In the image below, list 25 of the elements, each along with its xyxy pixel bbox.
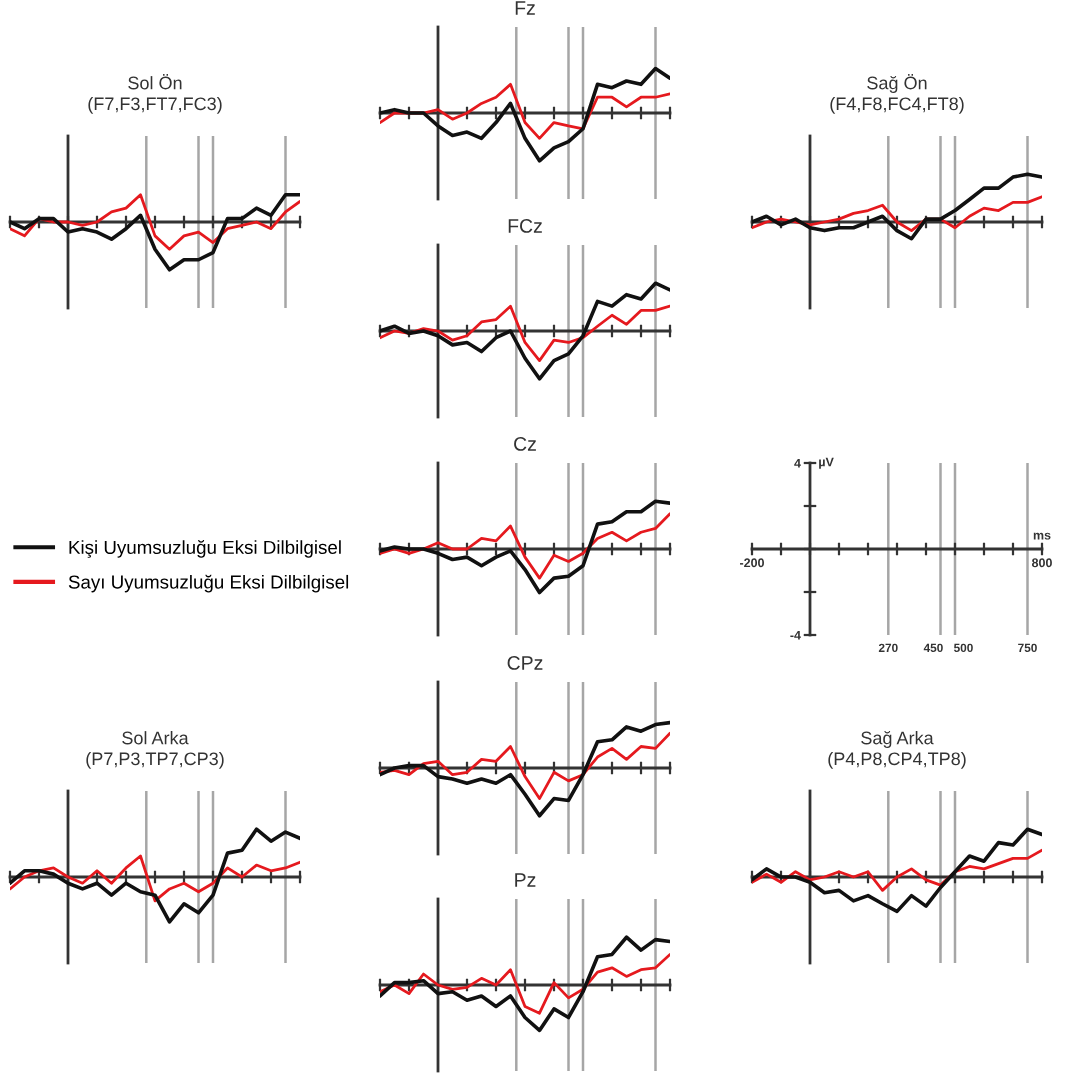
chart-subtitle: (P7,P3,TP7,CP3) [86,751,224,769]
chart-title: Cz [514,437,536,451]
chart-title: Fz [515,1,535,15]
legend-label: Sayı Uyumsuzluğu Eksi Dilbilgisel [68,574,349,593]
chart-subtitle: (F4,F8,FC4,FT8) [830,96,964,114]
chart-title: Pz [515,873,536,887]
chart-title: FCz [508,219,542,233]
chart-subtitle: (P4,P8,CP4,TP8) [828,751,966,769]
y-axis-title: µV [819,457,834,469]
chart-title: Sağ Arka [861,730,934,748]
chart-title: Sağ Ön [867,74,927,93]
chart-title: Sol Ön [128,74,182,90]
chart-title: Sol Arka [122,731,189,745]
chart-title: CPz [507,656,543,670]
x-tick-label: -200 [739,558,764,568]
ref-line-label: 500 [953,643,973,652]
ref-line-label: 450 [923,643,943,652]
chart-subtitle: (F7,F3,FT7,FC3) [88,96,222,114]
ref-line-label: 270 [878,643,898,652]
y-tick-label: 4 [794,458,801,468]
x-axis-title: ms [1033,532,1051,540]
ref-line-label: 750 [1018,643,1037,652]
x-tick-label: 800 [1031,558,1052,568]
legend-label: Kişi Uyumsuzluğu Eksi Dilbilgisel [69,540,341,558]
y-tick-label: -4 [790,630,801,640]
